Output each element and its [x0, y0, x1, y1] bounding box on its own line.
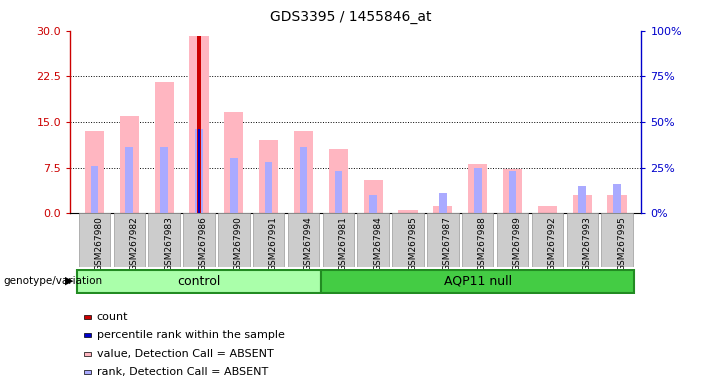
FancyBboxPatch shape: [531, 213, 563, 267]
Bar: [120, 116, 139, 213]
Text: GSM267983: GSM267983: [164, 216, 173, 271]
Bar: [474, 167, 482, 213]
FancyBboxPatch shape: [601, 213, 633, 267]
FancyBboxPatch shape: [462, 213, 494, 267]
Text: GSM267987: GSM267987: [443, 216, 452, 271]
Text: GSM267991: GSM267991: [268, 216, 278, 271]
Bar: [364, 180, 383, 213]
Bar: [538, 206, 557, 213]
Text: GSM267980: GSM267980: [95, 216, 104, 271]
Text: GSM267985: GSM267985: [408, 216, 417, 271]
Bar: [259, 140, 278, 213]
Text: ▶: ▶: [64, 276, 73, 286]
Text: GSM267995: GSM267995: [617, 216, 626, 271]
Bar: [294, 131, 313, 213]
Bar: [613, 184, 621, 213]
Text: GSM267988: GSM267988: [477, 216, 486, 271]
FancyBboxPatch shape: [566, 213, 598, 267]
FancyBboxPatch shape: [253, 213, 285, 267]
Bar: [573, 195, 592, 213]
Bar: [329, 149, 348, 213]
Text: rank, Detection Call = ABSENT: rank, Detection Call = ABSENT: [97, 367, 268, 377]
Text: control: control: [177, 275, 221, 288]
Bar: [230, 159, 238, 213]
FancyBboxPatch shape: [427, 213, 458, 267]
Bar: [224, 112, 243, 213]
FancyBboxPatch shape: [497, 213, 528, 267]
Bar: [578, 186, 586, 213]
Bar: [189, 36, 209, 213]
FancyBboxPatch shape: [393, 213, 423, 267]
Text: GSM267981: GSM267981: [339, 216, 347, 271]
FancyBboxPatch shape: [79, 213, 110, 267]
Bar: [433, 206, 452, 213]
Bar: [161, 147, 168, 213]
FancyBboxPatch shape: [77, 270, 321, 293]
Bar: [439, 193, 447, 213]
FancyBboxPatch shape: [288, 213, 319, 267]
Bar: [509, 171, 517, 213]
Text: genotype/variation: genotype/variation: [4, 276, 102, 286]
Bar: [334, 171, 342, 213]
Text: GSM267982: GSM267982: [129, 216, 138, 271]
FancyBboxPatch shape: [218, 213, 250, 267]
Bar: [197, 36, 201, 213]
Bar: [608, 195, 627, 213]
Text: percentile rank within the sample: percentile rank within the sample: [97, 330, 285, 340]
Bar: [468, 164, 487, 213]
Text: GSM267992: GSM267992: [547, 216, 557, 271]
Bar: [198, 129, 200, 213]
FancyBboxPatch shape: [149, 213, 180, 267]
Text: GSM267993: GSM267993: [583, 216, 591, 271]
Text: GSM267986: GSM267986: [199, 216, 208, 271]
Bar: [503, 169, 522, 213]
Bar: [85, 131, 104, 213]
Text: AQP11 null: AQP11 null: [444, 275, 512, 288]
Text: GSM267989: GSM267989: [512, 216, 522, 271]
FancyBboxPatch shape: [114, 213, 145, 267]
Text: GDS3395 / 1455846_at: GDS3395 / 1455846_at: [270, 10, 431, 23]
Text: GSM267984: GSM267984: [373, 216, 382, 271]
Text: GSM267994: GSM267994: [304, 216, 313, 271]
Bar: [195, 129, 203, 213]
Bar: [265, 162, 273, 213]
Bar: [90, 166, 98, 213]
Bar: [369, 195, 377, 213]
Bar: [125, 147, 133, 213]
Text: value, Detection Call = ABSENT: value, Detection Call = ABSENT: [97, 349, 273, 359]
Bar: [398, 210, 418, 213]
Bar: [155, 83, 174, 213]
Bar: [299, 147, 307, 213]
Text: GSM267990: GSM267990: [234, 216, 243, 271]
FancyBboxPatch shape: [321, 270, 634, 293]
FancyBboxPatch shape: [184, 213, 215, 267]
FancyBboxPatch shape: [358, 213, 389, 267]
Text: count: count: [97, 312, 128, 322]
FancyBboxPatch shape: [322, 213, 354, 267]
